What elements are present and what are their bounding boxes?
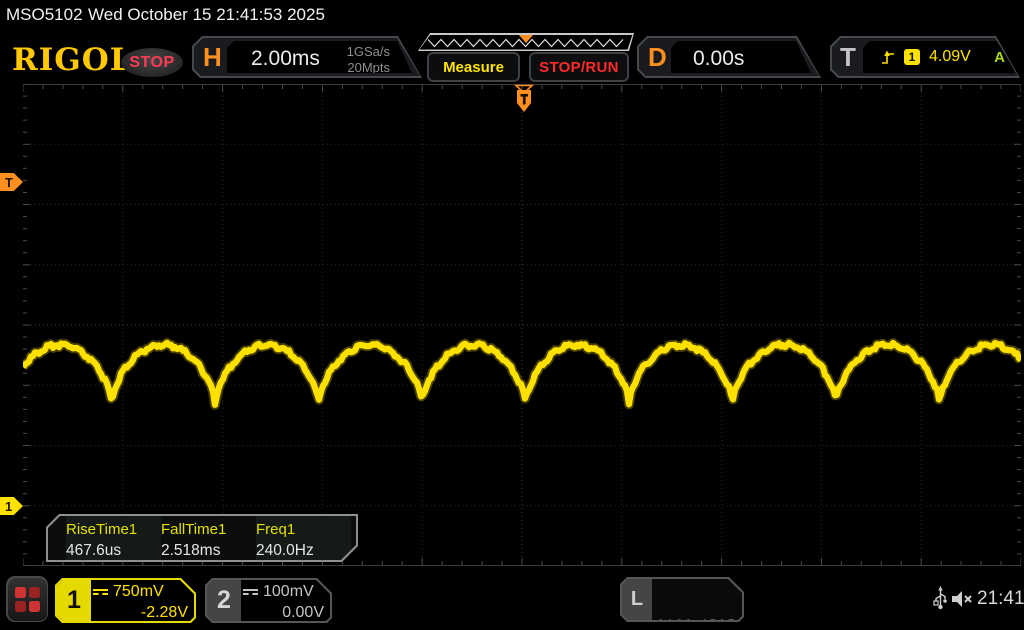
measure-button[interactable]: Measure bbox=[427, 52, 520, 82]
timebase-value: 2.00ms bbox=[251, 47, 320, 70]
trigger-label: T bbox=[840, 42, 856, 72]
trigger-position-marker[interactable] bbox=[510, 84, 538, 114]
logic-channels-box[interactable]: L 0 1 2 3 4 5 6 7 8 9 1011 12131415 bbox=[620, 577, 744, 622]
measurement-value: 240.0Hz bbox=[256, 542, 314, 559]
memory-waveform-strip[interactable] bbox=[418, 33, 634, 51]
horizontal-panel[interactable]: H 2.00ms 1GSa/s 20Mpts bbox=[192, 36, 422, 78]
trigger-content: 1 4.09V A bbox=[863, 41, 1015, 73]
delay-panel-body: D 0.00s bbox=[639, 38, 819, 76]
measurement-col: FallTime1 2.518ms bbox=[161, 516, 256, 560]
measurement-value: 2.518ms bbox=[161, 542, 221, 559]
dc-coupling-icon bbox=[93, 589, 108, 595]
date-time: Wed October 15 21:41:53 2025 bbox=[88, 5, 325, 24]
channel1-content: 750mV -2.28V bbox=[93, 581, 188, 620]
clock: 21:41 bbox=[977, 588, 1024, 609]
channel2-content: 100mV 0.00V bbox=[243, 581, 324, 620]
menu-grid-icon[interactable] bbox=[6, 576, 48, 622]
channel2-box-body: 2 100mV 0.00V bbox=[207, 580, 330, 621]
trigger-level-arrow[interactable]: T bbox=[0, 173, 23, 191]
channel1-box[interactable]: 1 750mV -2.28V bbox=[55, 578, 196, 623]
measurement-box-body: RiseTime1 467.6us FallTime1 2.518ms Freq… bbox=[48, 516, 356, 560]
menu-grid-icon-body bbox=[7, 577, 47, 621]
measurement-name: RiseTime1 bbox=[66, 521, 138, 538]
trigger-level-value: 4.09V bbox=[929, 48, 971, 65]
memory-depth-value: 20Mpts bbox=[347, 59, 390, 75]
delay-value: 0.00s bbox=[693, 47, 745, 70]
channel1-box-body: 1 750mV -2.28V bbox=[57, 580, 194, 621]
delay-label: D bbox=[648, 42, 667, 72]
menu-square bbox=[28, 586, 40, 598]
sample-rate-value: 1GSa/s bbox=[346, 44, 390, 59]
dc-coupling-icon bbox=[243, 589, 258, 595]
run-state-indicator: STOP bbox=[121, 48, 183, 77]
rigol-logo: RIGOL bbox=[12, 42, 133, 78]
speaker-muted-icon bbox=[952, 591, 972, 607]
horizontal-label: H bbox=[203, 42, 222, 72]
trigger-valuebox[interactable]: 1 4.09V A bbox=[863, 41, 1015, 73]
stop-run-button[interactable]: STOP/RUN bbox=[529, 52, 629, 82]
menu-square bbox=[14, 600, 26, 612]
logic-digits: 0 1 2 3 4 5 6 7 8 9 1011 12131415 bbox=[654, 582, 738, 630]
channel1-ground-arrow[interactable]: 1 bbox=[0, 497, 23, 515]
logic-box-body: L 0 1 2 3 4 5 6 7 8 9 1011 12131415 bbox=[622, 579, 742, 620]
trigger-panel-body: T 1 4.09V A bbox=[832, 38, 1018, 76]
graticule-svg bbox=[19, 83, 1024, 567]
trigger-panel[interactable]: T 1 4.09V A bbox=[830, 36, 1020, 78]
measurement-box[interactable]: RiseTime1 467.6us FallTime1 2.518ms Freq… bbox=[46, 514, 358, 562]
timebase-valuebox[interactable]: 2.00ms 1GSa/s 20Mpts bbox=[227, 41, 412, 73]
menu-square bbox=[14, 586, 26, 598]
status-bar: MSO5102 Wed October 15 21:41:53 2025 bbox=[0, 0, 1024, 30]
memory-waveform-strip-body bbox=[420, 35, 633, 50]
channel1-offset: -2.28V bbox=[140, 604, 188, 621]
logic-row1: 0 1 2 3 4 5 6 7 bbox=[657, 618, 735, 630]
waveform-trace bbox=[20, 339, 1023, 408]
measurement-name: FallTime1 bbox=[161, 521, 227, 538]
logic-label: L bbox=[622, 579, 652, 620]
menu-square bbox=[28, 600, 40, 612]
sample-rate: 1GSa/s 20Mpts bbox=[347, 44, 390, 75]
measurement-col: Freq1 240.0Hz bbox=[256, 516, 351, 560]
channel2-number: 2 bbox=[207, 580, 241, 621]
memory-zigzag bbox=[420, 35, 633, 50]
model-name: MSO5102 bbox=[6, 5, 83, 24]
delay-valuebox[interactable]: 0.00s bbox=[671, 41, 811, 73]
rising-edge-icon bbox=[881, 50, 895, 65]
horizontal-panel-body: H 2.00ms 1GSa/s 20Mpts bbox=[194, 38, 420, 76]
measurement-col: RiseTime1 467.6us bbox=[66, 516, 161, 560]
measurement-name: Freq1 bbox=[256, 521, 296, 538]
trigger-source-badge: 1 bbox=[904, 49, 920, 65]
channel1-number: 1 bbox=[57, 580, 91, 621]
graticule bbox=[19, 83, 1024, 567]
channel2-scale: 100mV bbox=[263, 582, 314, 600]
delay-panel[interactable]: D 0.00s bbox=[637, 36, 821, 78]
usb-icon bbox=[933, 586, 947, 610]
memory-position-marker bbox=[519, 35, 533, 43]
channel2-box[interactable]: 2 100mV 0.00V bbox=[205, 578, 332, 623]
measurement-value: 467.6us bbox=[66, 542, 122, 559]
channel2-offset: 0.00V bbox=[282, 604, 324, 621]
channel1-scale: 750mV bbox=[113, 582, 164, 600]
trigger-mode: A bbox=[994, 48, 1005, 66]
menu-grid bbox=[14, 586, 40, 612]
